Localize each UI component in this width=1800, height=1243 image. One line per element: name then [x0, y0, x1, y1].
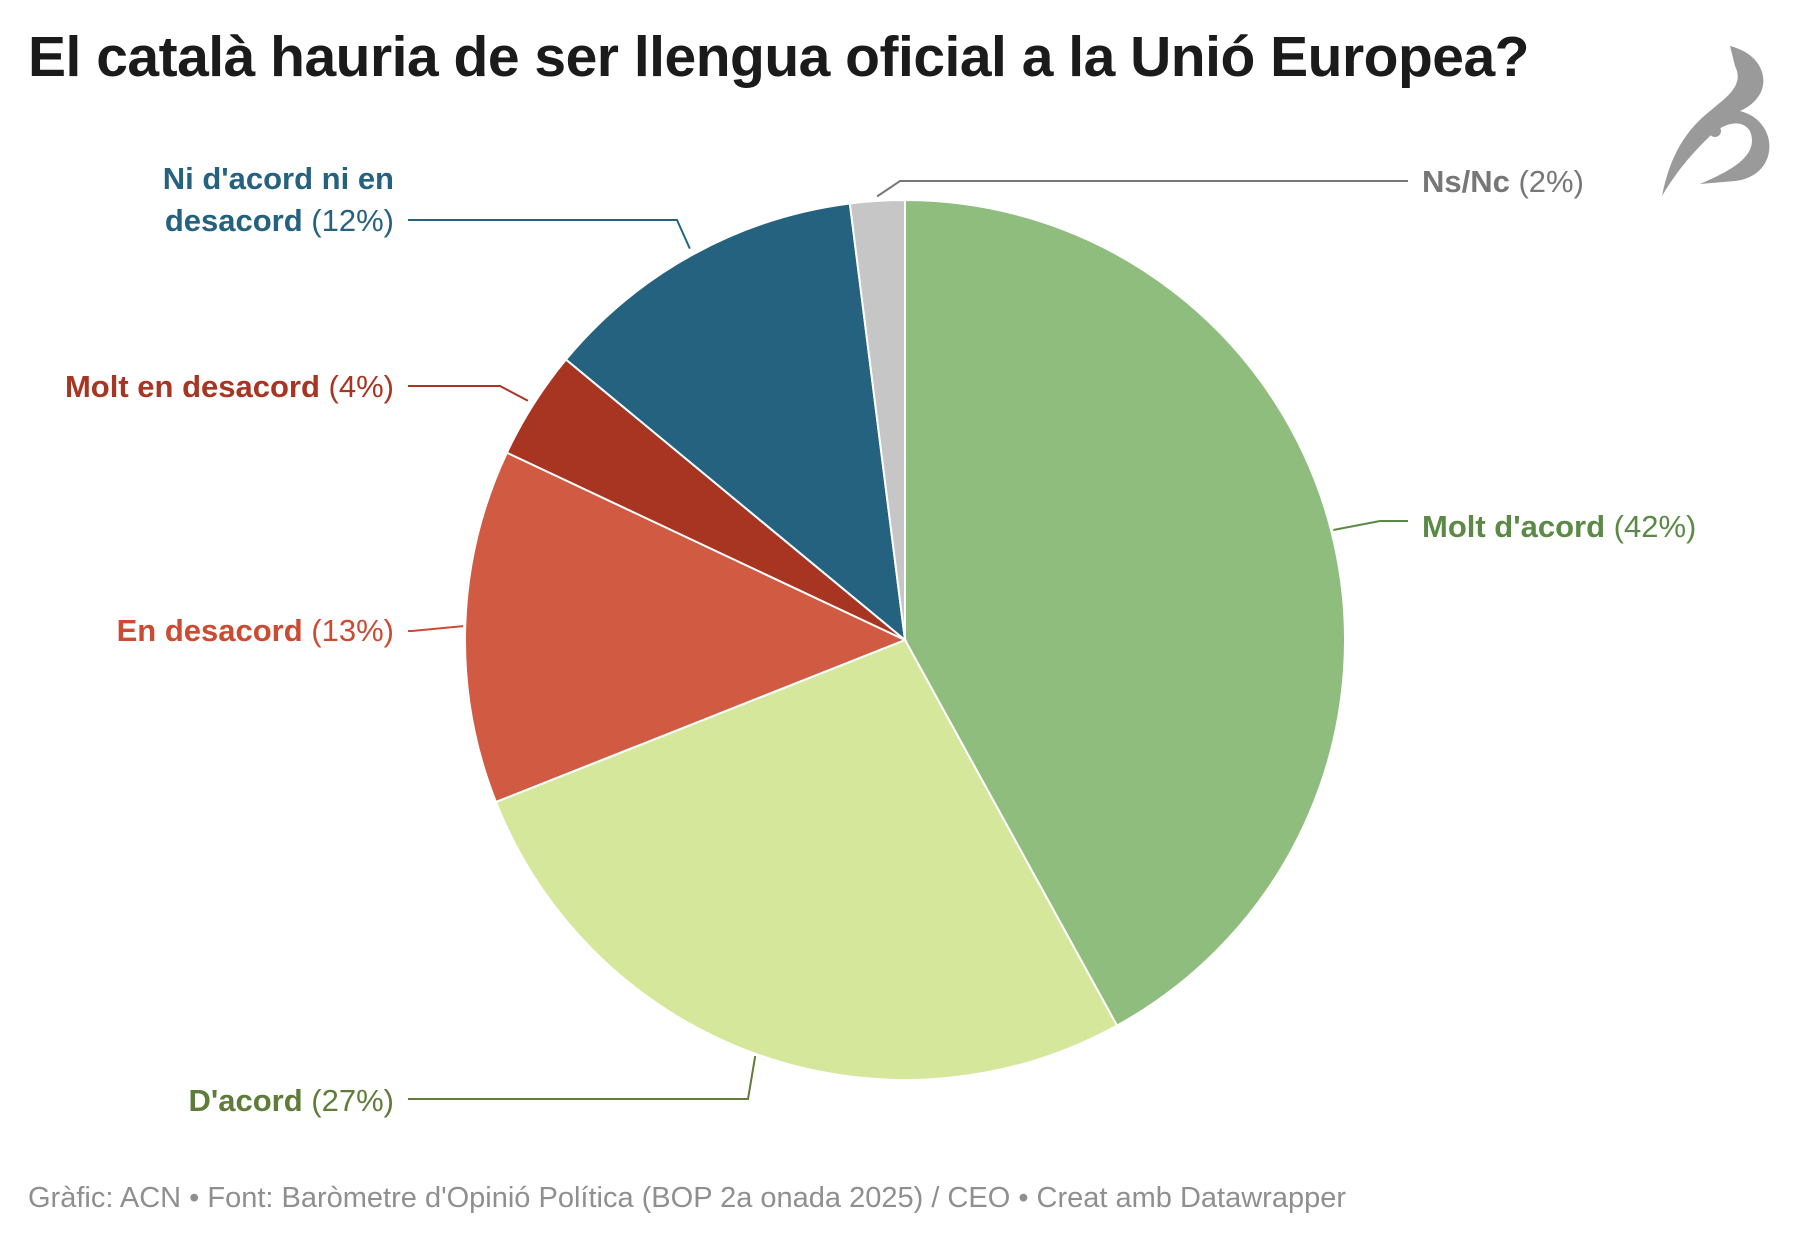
slice-label-name: Molt d'acord	[1422, 509, 1605, 544]
slice-label-value: (4%)	[320, 369, 394, 404]
slice-label-value: (2%)	[1510, 164, 1584, 199]
leader-line	[876, 180, 1408, 198]
leader-line	[408, 219, 691, 250]
slice-label-value: (27%)	[303, 1083, 394, 1118]
slice-label: En desacord (13%)	[117, 613, 394, 648]
slice-label-name: desacord	[165, 203, 303, 238]
slice-label-name: D'acord	[189, 1083, 303, 1118]
chart-title: El català hauria de ser llengua oficial …	[28, 25, 1529, 89]
leader-line	[408, 1055, 757, 1100]
slice-label-name: Molt en desacord	[65, 369, 320, 404]
slice-label-value: (13%)	[303, 613, 394, 648]
slice-label-value: (42%)	[1605, 509, 1696, 544]
slice-label: Ns/Nc (2%)	[1422, 164, 1584, 199]
leader-line	[1333, 520, 1408, 532]
slice-label: Molt en desacord (4%)	[65, 369, 394, 404]
slice-label: desacord (12%)	[165, 203, 394, 238]
leader-line	[408, 385, 529, 402]
pie-slice-ni-d-acord-ni-en-desacord	[564, 202, 907, 643]
brand-logo-icon	[1662, 46, 1770, 196]
pie-slice-ns-nc	[848, 198, 906, 641]
slice-label-name: Ni d'acord ni en	[163, 161, 394, 196]
chart-footer: Gràfic: ACN • Font: Baròmetre d'Opinió P…	[28, 1182, 1347, 1214]
slice-label-name: Ns/Nc	[1422, 164, 1510, 199]
slice-label: Ni d'acord ni en	[163, 161, 394, 196]
pie-slice-d-acord	[494, 638, 1119, 1081]
leader-line	[408, 625, 464, 632]
pie-slice-molt-d-acord	[904, 198, 1346, 1027]
pie-slice-en-desacord	[464, 451, 908, 804]
slice-label-name: En desacord	[117, 613, 303, 648]
slice-label: Molt d'acord (42%)	[1422, 509, 1696, 544]
slice-label: D'acord (27%)	[189, 1083, 395, 1118]
slice-label-value: (12%)	[303, 203, 394, 238]
